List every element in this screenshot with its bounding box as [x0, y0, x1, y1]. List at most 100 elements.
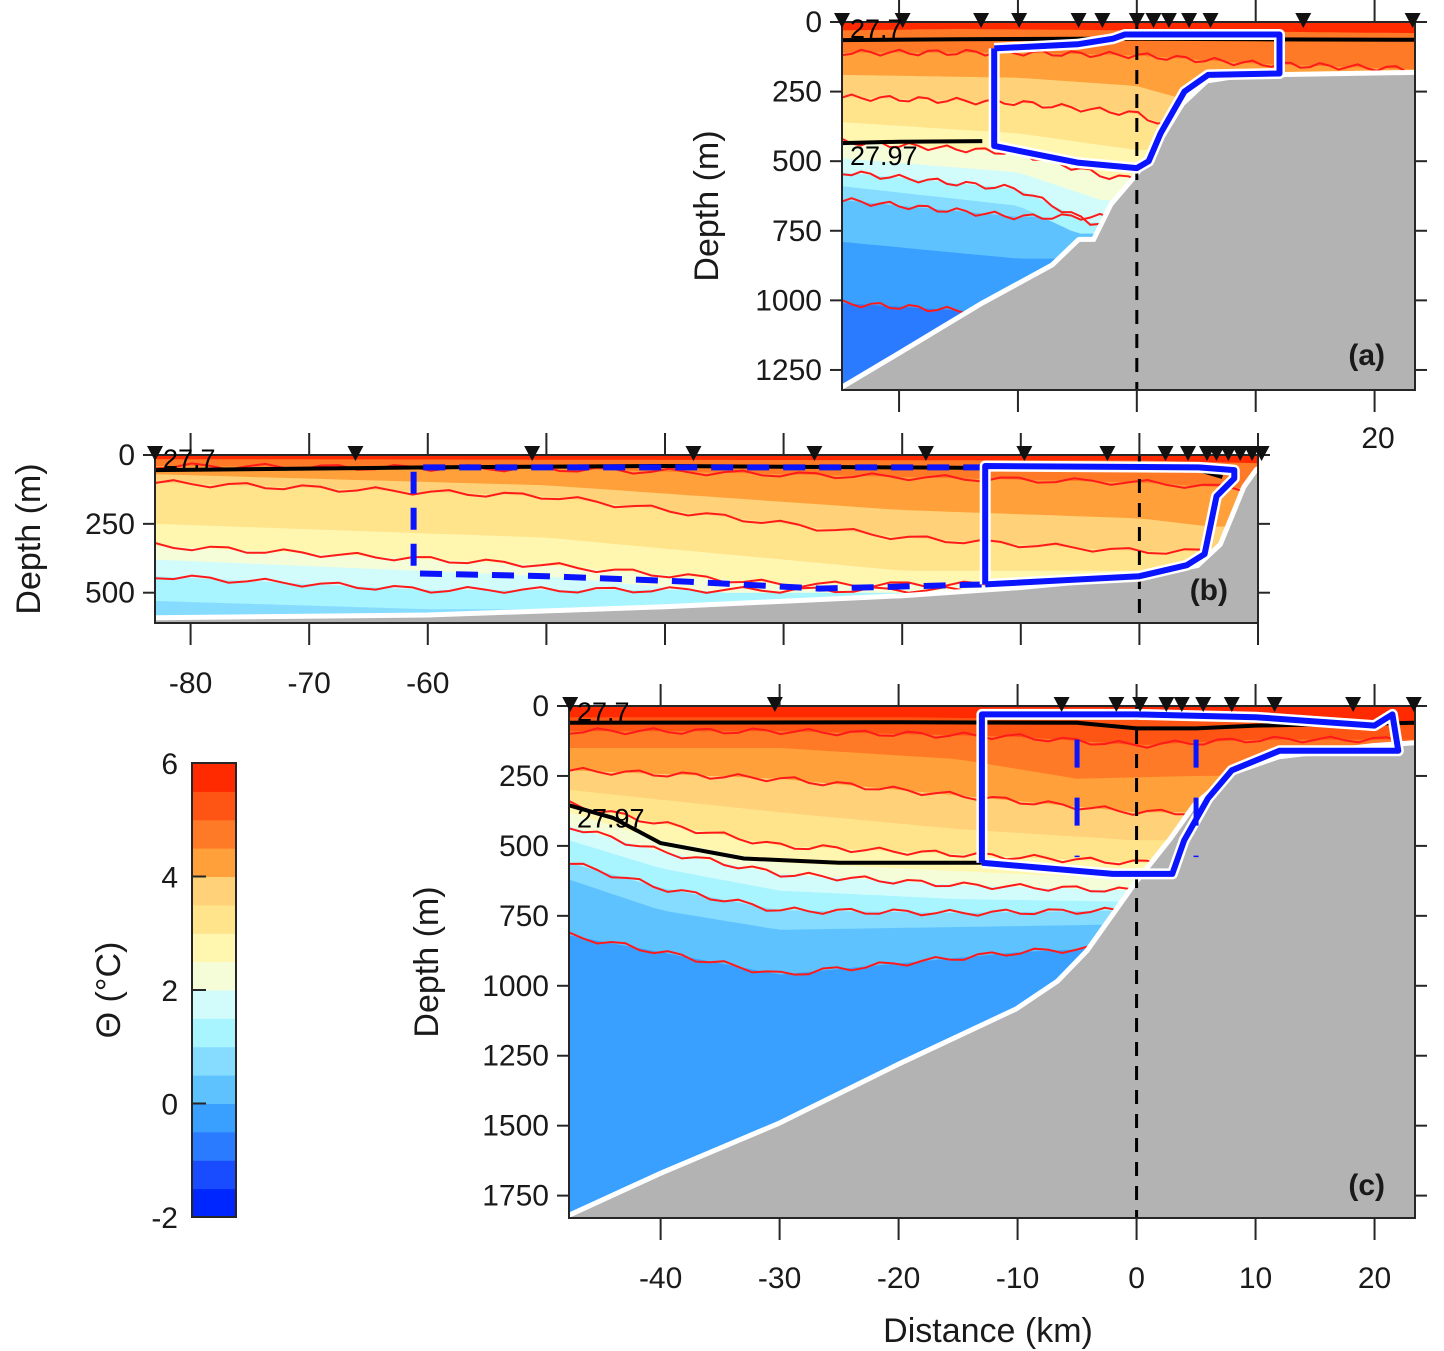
axes-frame [841, 21, 1416, 391]
y-axis-label: Depth (m) [408, 886, 446, 1037]
bathymetry [842, 74, 1415, 390]
colorbar-bin [192, 1018, 236, 1048]
y-tick-label: 250 [85, 508, 135, 541]
isopycnal-label: 27.7 [163, 444, 216, 474]
y-tick-label: 1000 [482, 970, 549, 1003]
colorbar-bin [192, 1046, 236, 1076]
x-tick-label-stray: 20 [1361, 422, 1394, 455]
station-marker [1157, 446, 1174, 461]
station-marker [834, 13, 850, 28]
station-marker [1208, 446, 1225, 461]
x-tick-label: -70 [288, 667, 331, 700]
colorbar-bin [192, 990, 236, 1019]
station-marker [1202, 13, 1219, 28]
axes-frame [568, 705, 1416, 1219]
x-tick-label: -60 [406, 667, 449, 700]
y-tick-label: 750 [499, 900, 549, 933]
control-volume-dashed [410, 464, 986, 592]
isotherm-contour [842, 48, 1415, 73]
control-volume-box [991, 31, 1283, 172]
station-marker [147, 446, 163, 461]
colorbar-tick-label: 0 [161, 1089, 178, 1122]
station-marker [894, 13, 911, 28]
isopycnal-label: 27.97 [577, 803, 645, 833]
bathymetry [569, 745, 1415, 1218]
station-marker [347, 446, 364, 461]
station-marker [1132, 697, 1149, 712]
x-tick-label: -30 [758, 1262, 801, 1295]
station-marker [973, 13, 990, 28]
station-marker [1094, 13, 1111, 28]
y-tick-label: 1250 [755, 354, 822, 387]
x-tick-label: -10 [996, 1262, 1039, 1295]
colorbar-bin [192, 1188, 236, 1218]
station-marker [806, 446, 823, 461]
control-volume-box [982, 463, 1238, 588]
station-marker [524, 446, 541, 461]
station-marker [1108, 697, 1125, 712]
panel-label: (b) [1190, 574, 1228, 607]
x-tick-label: -40 [639, 1262, 682, 1295]
station-marker [1145, 13, 1162, 28]
isopycnal-27-7 [569, 720, 1415, 731]
isopycnal-27-97 [569, 803, 982, 865]
y-tick-label: 1000 [755, 284, 822, 317]
colorbar-label: Θ (°C) [90, 942, 128, 1039]
x-axis-label: Distance (km) [883, 1312, 1093, 1350]
colorbar-bin [192, 1075, 236, 1104]
station-marker [1016, 446, 1033, 461]
station-marker [1158, 697, 1175, 712]
station-marker [1099, 446, 1116, 461]
temperature-band [155, 455, 1258, 464]
panel-label: (a) [1348, 339, 1385, 372]
y-tick-label: 1250 [482, 1040, 549, 1073]
colorbar-tick-label: 2 [161, 975, 178, 1008]
x-tick-label: 20 [1358, 1262, 1391, 1295]
station-marker [1220, 446, 1237, 461]
y-tick-label: 1750 [482, 1180, 549, 1213]
plot-area [569, 706, 1415, 1218]
station-marker [685, 446, 702, 461]
y-tick-label: 500 [772, 145, 822, 178]
y-tick-label: 750 [772, 215, 822, 248]
y-tick-label: 0 [805, 6, 822, 39]
station-marker [1180, 446, 1197, 461]
colorbar-tick-label: -2 [151, 1202, 178, 1235]
station-marker [1405, 697, 1422, 712]
colorbar: -2 0 2 4 6 Θ (°C) [90, 748, 237, 1235]
y-tick-label: 250 [499, 760, 549, 793]
station-marker [1345, 697, 1362, 712]
station-marker [1266, 697, 1283, 712]
station-marker [1128, 13, 1145, 28]
panel-label: (c) [1348, 1169, 1385, 1202]
station-marker [1160, 13, 1177, 28]
colorbar-bin [192, 848, 236, 877]
colorbar-tick-label: 4 [161, 862, 178, 895]
station-marker [1181, 13, 1198, 28]
colorbar-bin [192, 763, 236, 792]
colorbar-bin [192, 819, 236, 849]
station-marker [1053, 697, 1070, 712]
colorbar-bin [192, 933, 236, 963]
x-tick-label: 0 [1128, 1262, 1145, 1295]
station-marker [1232, 446, 1249, 461]
plot-area [155, 455, 1258, 623]
y-tick-label: 500 [499, 830, 549, 863]
bathymetry [155, 471, 1258, 623]
y-axis-label: Depth (m) [688, 130, 726, 281]
colorbar-bin [192, 791, 236, 821]
y-tick-label: 500 [85, 577, 135, 610]
x-tick-label: 10 [1239, 1262, 1272, 1295]
control-volume-box [978, 711, 1402, 877]
isopycnal-label: 27.97 [850, 141, 918, 171]
colorbar-bin [192, 1131, 236, 1161]
station-marker [1011, 13, 1028, 28]
station-marker [1173, 697, 1190, 712]
isotherm-contour [155, 462, 1258, 492]
colorbar-tick-label: 6 [161, 748, 178, 781]
colorbar-bin [192, 1160, 236, 1190]
colorbar-bin [192, 1103, 236, 1133]
panel-a: 0 250 500 750 1000 1250 Depth (m) 27.7 27.97 (a) [688, 0, 1427, 412]
isopycnal-27-97 [842, 139, 983, 146]
